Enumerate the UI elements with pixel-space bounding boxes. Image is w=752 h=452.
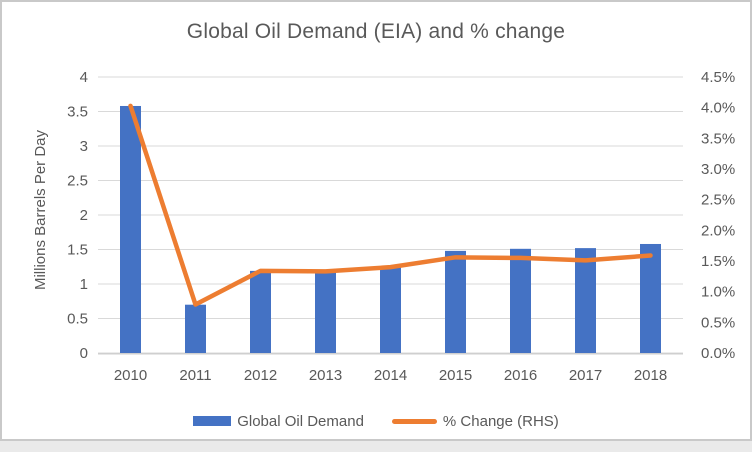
plot-canvas[interactable]: 4 3.5 3 2.5 2 1.5 1 0.5 0 4.5% 4.0% 3.5% 3.0% 2.5% 2.… [0,0,752,441]
bar-2012[interactable] [250,270,271,353]
left-axis-tick-label: 0 [80,345,88,362]
x-axis-label-2010: 2010 [114,367,147,384]
bar-2018[interactable] [640,243,661,353]
chart-title: Global Oil Demand (EIA) and % change [186,20,566,43]
left-axis-tick-labels: 4 3.5 3 2.5 2 1.5 1 0.5 0 [67,69,88,362]
legend-bar-label: Global Oil Demand [237,412,364,430]
left-axis-tick-label: 0.5 [67,311,88,328]
x-axis-label-2011: 2011 [179,367,211,384]
x-axis-label-2015: 2015 [439,367,472,384]
right-axis-tick-label: 1.5% [701,253,735,270]
bar-2011[interactable] [185,304,206,353]
right-axis-tick-label: 3.5% [701,130,735,147]
x-axis-label-2012: 2012 [244,367,277,384]
bar-2016[interactable] [510,248,531,353]
bar-series-global-oil-demand[interactable] [120,105,661,353]
right-axis-tick-label: 2.5% [701,192,735,209]
bar-2014[interactable] [380,266,401,353]
right-axis-tick-labels: 4.5% 4.0% 3.5% 3.0% 2.5% 2.0% 1.5% 1.0% 0.5% 0.0% [701,69,735,362]
x-axis-labels: 2010 2011 2012 2013 2014 2015 2016 2017 2018 [114,367,667,384]
right-axis-tick-label: 4.0% [701,100,735,117]
x-axis-label-2018: 2018 [634,367,667,384]
left-axis-tick-label: 2.5 [67,173,88,190]
x-axis-label-2013: 2013 [309,367,342,384]
left-axis-tick-label: 1 [80,276,88,293]
legend-line-label: % Change (RHS) [442,412,559,430]
legend-item-percent-change[interactable]: % Change (RHS) [391,412,559,430]
left-axis-tick-label: 3.5 [67,104,88,121]
bar-2017[interactable] [575,248,596,353]
left-axis-tick-label: 4 [80,69,88,86]
line-swatch-icon [391,418,437,424]
right-axis-tick-label: 1.0% [701,284,735,301]
right-axis-tick-label: 3.0% [701,161,735,178]
bar-2010[interactable] [120,105,141,353]
bar-2013[interactable] [315,271,336,353]
left-axis-tick-label: 2 [80,207,88,224]
x-axis-label-2016: 2016 [504,367,537,384]
left-axis-tick-label: 3 [80,138,88,155]
x-axis-label-2014: 2014 [374,367,407,384]
right-axis-tick-label: 0.5% [701,314,735,331]
left-axis-tick-label: 1.5 [67,242,88,259]
right-axis-tick-label: 2.0% [701,222,735,239]
bar-swatch-icon [193,416,232,426]
left-axis-title: Millions Barrels Per Day [32,129,49,291]
percent-change-line[interactable] [128,103,653,307]
legend-item-global-oil-demand[interactable]: Global Oil Demand [193,413,364,430]
right-axis-tick-label: 4.5% [701,69,735,86]
x-axis-label-2017: 2017 [569,367,602,384]
bar-2015[interactable] [445,250,466,353]
line-series-percent-change[interactable] [128,103,653,307]
chart-legend: Global Oil Demand % Change (RHS) [0,409,752,433]
right-axis-tick-label: 0.0% [701,345,735,362]
